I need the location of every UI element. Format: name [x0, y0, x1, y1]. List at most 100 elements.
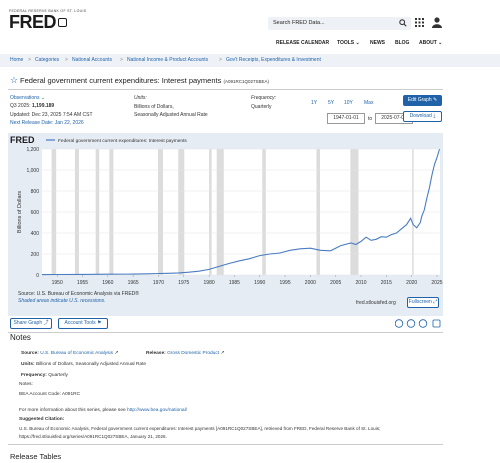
range-5y[interactable]: 5Y [328, 100, 335, 106]
x-tick-label: 1995 [279, 280, 290, 286]
x-tick-label: 1950 [52, 280, 63, 286]
fred-logo[interactable]: FRED [9, 12, 67, 33]
units-value: Billions of Dollars, [134, 104, 174, 110]
download-label: Download [409, 113, 432, 119]
x-tick-label: 2005 [330, 280, 341, 286]
breadcrumb-national-accounts[interactable]: National Accounts [72, 57, 113, 63]
legend-label: Federal government current expenditures:… [58, 138, 187, 144]
search-placeholder: Search FRED Data... [273, 20, 325, 26]
y-tick-label: 1,200 [26, 147, 39, 153]
account-tools-label: Account Tools [64, 320, 96, 326]
notes-units-value: Billions of Dollars, Seasonally Adjusted… [35, 362, 147, 367]
nav-about[interactable]: ABOUT ⌄ [419, 40, 443, 46]
breadcrumb-separator: > [65, 57, 68, 63]
download-button[interactable]: Download ⤓ [403, 111, 442, 122]
logo-text: FRED [9, 12, 57, 32]
nav-news[interactable]: NEWS [370, 40, 385, 46]
y-tick-label: 200 [31, 252, 40, 258]
notes-units-label: Units: [21, 362, 35, 367]
series-line [41, 148, 441, 276]
suggested-citation-label: Suggested Citation: [19, 417, 65, 422]
y-tick-label: 600 [31, 210, 40, 216]
facebook-share-icon[interactable] [406, 319, 416, 328]
breadcrumb-govt-receipts[interactable]: Gov't Receipts, Expenditures & Investmen… [226, 57, 321, 63]
notes-heading: Notes [10, 333, 31, 342]
breadcrumb [0, 54, 500, 67]
x-tick-label: 2025 [431, 280, 442, 286]
nav-tools[interactable]: TOOLS ⌄ [337, 40, 360, 46]
series-code: (A091RC1Q027SBEA) [223, 79, 269, 84]
social-share-icons [395, 319, 441, 328]
units-value-2: Seasonally Adjusted Annual Rate [134, 112, 208, 118]
release-tables-heading: Release Tables [10, 452, 62, 461]
email-share-icon[interactable] [432, 319, 441, 328]
search-input[interactable]: Search FRED Data... [268, 17, 411, 30]
more-info-text: For more information about this series, … [19, 408, 126, 413]
source-link[interactable]: U.S. Bureau of Economic Analysis [40, 351, 114, 356]
range-1y[interactable]: 1Y [311, 100, 318, 106]
x-tick-label: 1985 [229, 280, 240, 286]
units-label: Units: [134, 95, 147, 101]
nav-blog[interactable]: BLOG [395, 40, 410, 46]
breadcrumb-separator: > [120, 57, 123, 63]
nav-release-calendar[interactable]: RELEASE CALENDAR [276, 40, 330, 46]
y-tick-label: 800 [31, 189, 40, 195]
notes-release: Release: Gross Domestic Product ↗ [146, 351, 225, 356]
x-tick-label: 2020 [406, 280, 417, 286]
x-share-icon[interactable] [395, 319, 404, 328]
notes-frequency-label: Frequency: [21, 373, 47, 378]
search-icon[interactable] [399, 19, 407, 27]
start-date-input[interactable]: 1947-01-01 [327, 113, 365, 124]
x-tick-label: 2000 [305, 280, 316, 286]
release-label: Release: [146, 351, 166, 356]
notes-frequency-value: Quarterly [48, 373, 68, 378]
user-account-icon[interactable] [432, 17, 442, 28]
x-tick-label: 1960 [102, 280, 113, 286]
frequency-label: Frequency: [251, 95, 277, 101]
breadcrumb-nipa[interactable]: National Income & Product Accounts [127, 57, 209, 63]
more-info: For more information about this series, … [19, 408, 187, 413]
logo-chart-icon [58, 18, 67, 27]
x-tick-label: 1975 [178, 280, 189, 286]
divider [8, 444, 443, 445]
source-label: Source: [21, 351, 39, 356]
bea-national-link[interactable]: http://www.bea.gov/national/ [127, 408, 187, 413]
account-tools-button[interactable]: Account Tools ⚑ [58, 318, 108, 329]
edit-graph-label: Edit Graph [407, 97, 432, 103]
release-link[interactable]: Gross Domestic Product [167, 351, 220, 356]
latest-period: Q3 2025: [10, 103, 31, 109]
notes-label: Notes: [19, 382, 33, 387]
latest-value: 1,199.189 [31, 103, 55, 109]
updated-date: Updated: Dec 23, 2025 7:54 AM CST [10, 112, 93, 118]
favorite-star-icon[interactable]: ☆ [10, 75, 19, 85]
x-tick-label: 1980 [204, 280, 215, 286]
breadcrumb-home[interactable]: Home [10, 57, 24, 63]
line-chart[interactable]: 0 200 400 600 800 1,000 1,200 1950 1955 1960 1965 1… [8, 133, 443, 293]
recession-note[interactable]: Shaded areas indicate U.S. recessions. [18, 298, 106, 304]
observations-dropdown[interactable]: Observations ⌄ [10, 95, 46, 101]
apps-grid-icon[interactable] [415, 18, 424, 27]
share-graph-button[interactable]: Share Graph ⤴ [10, 318, 52, 329]
bea-code: BEA Account Code: A091RC [19, 392, 81, 397]
notes-source: Source: U.S. Bureau of Economic Analysis… [21, 351, 119, 356]
x-tick-label: 1955 [77, 280, 88, 286]
chart-site: fred.stlouisfed.org [356, 300, 396, 306]
to-label: to [368, 116, 373, 122]
x-tick-label: 1990 [254, 280, 265, 286]
next-release-date[interactable]: Next Release Date: Jan 22, 2026 [10, 120, 84, 126]
y-tick-label: 400 [31, 231, 40, 237]
share-graph-label: Share Graph [13, 320, 43, 326]
y-tick-label: 1,000 [26, 168, 39, 174]
x-tick-label: 1965 [128, 280, 139, 286]
series-title: Federal government current expenditures:… [20, 76, 222, 85]
org-name: FEDERAL RESERVE BANK OF ST. LOUIS [9, 9, 87, 13]
breadcrumb-categories[interactable]: Categories [35, 57, 60, 63]
fullscreen-button[interactable]: Fullscreen ⤢ [407, 297, 439, 308]
edit-graph-button[interactable]: Edit Graph ✎ [403, 95, 442, 106]
linkedin-share-icon[interactable] [418, 319, 428, 328]
y-tick-label: 0 [36, 273, 39, 279]
latest-observation: Q3 2025: 1,199.189 [10, 103, 54, 109]
range-max[interactable]: Max [364, 100, 374, 106]
divider [8, 332, 443, 333]
range-10y[interactable]: 10Y [344, 100, 353, 106]
